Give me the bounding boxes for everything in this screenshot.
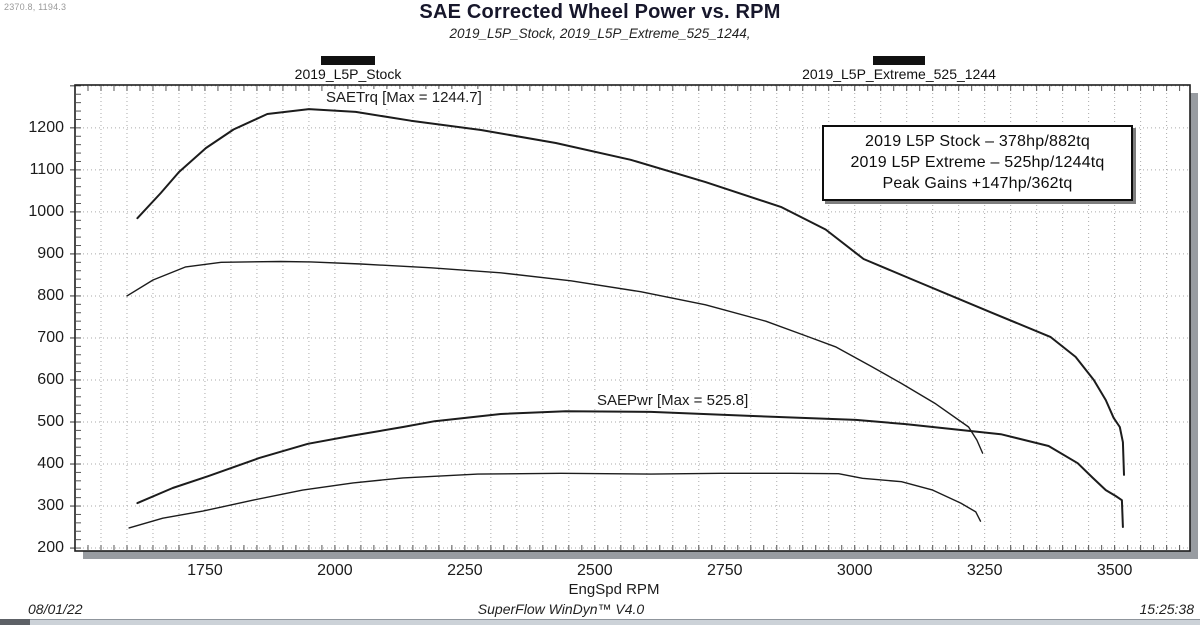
saetrq-max-annotation: SAETrq [Max = 1244.7] <box>323 89 485 106</box>
window-bottom-edge <box>0 619 1200 625</box>
window-bottom-corner <box>0 619 30 625</box>
curve-2019_L5P_Stock-SAEPwr <box>128 472 982 529</box>
footer-date: 08/01/22 <box>28 601 83 617</box>
y-tick-label: 600 <box>37 370 64 388</box>
x-tick-label: 3500 <box>1096 562 1133 579</box>
x-tick-label: 3250 <box>966 562 1003 579</box>
summary-line-stock: 2019 L5P Stock – 378hp/882tq <box>864 133 1091 150</box>
cursor-position-readout: 2370.8, 1194.3 <box>4 2 67 12</box>
x-tick-label: 2750 <box>706 562 743 579</box>
legend-label-extreme[interactable]: 2019_L5P_Extreme_525_1244 <box>802 66 996 82</box>
y-tick-label: 300 <box>37 497 64 515</box>
x-tick-label: 2500 <box>577 562 613 579</box>
footer-app-name: SuperFlow WinDyn™ V4.0 <box>477 601 645 617</box>
summary-line-gains: Peak Gains +147hp/362tq <box>882 175 1073 192</box>
page-title: SAE Corrected Wheel Power vs. RPM <box>419 1 781 23</box>
summary-line-extreme: 2019 L5P Extreme – 525hp/1244tq <box>850 154 1105 171</box>
y-tick-label: 900 <box>37 244 64 262</box>
y-tick-label: 400 <box>37 455 64 473</box>
x-tick-label: 1750 <box>187 562 223 579</box>
x-tick-label: 2000 <box>317 562 353 579</box>
y-tick-label: 1000 <box>28 202 64 220</box>
y-tick-label: 700 <box>37 328 64 346</box>
footer-time: 15:25:38 <box>1139 601 1195 617</box>
legend-label-stock[interactable]: 2019_L5P_Stock <box>294 66 402 82</box>
results-summary-box: 2019 L5P Stock – 378hp/882tq 2019 L5P Ex… <box>822 125 1133 201</box>
page-subtitle: 2019_L5P_Stock, 2019_L5P_Extreme_525_124… <box>449 26 751 41</box>
legend-swatch-stock[interactable] <box>321 56 375 65</box>
y-tick-label: 1100 <box>29 160 64 178</box>
curve-2019_L5P_Extreme_525_1244-SAETrq <box>136 108 1125 476</box>
y-tick-label: 800 <box>37 286 64 304</box>
curve-2019_L5P_Extreme_525_1244-SAEPwr <box>136 410 1124 528</box>
curve-2019_L5P_Stock-SAETrq <box>126 260 984 454</box>
legend-swatch-extreme[interactable] <box>873 56 925 65</box>
y-tick-label: 1200 <box>28 118 64 136</box>
y-tick-label: 500 <box>37 412 64 430</box>
x-tick-label: 3000 <box>836 562 873 579</box>
x-axis-title: EngSpd RPM <box>568 581 660 598</box>
y-tick-label: 200 <box>37 539 64 557</box>
x-tick-label: 2250 <box>447 562 483 579</box>
saepwr-max-annotation: SAEPwr [Max = 525.8] <box>594 392 752 409</box>
